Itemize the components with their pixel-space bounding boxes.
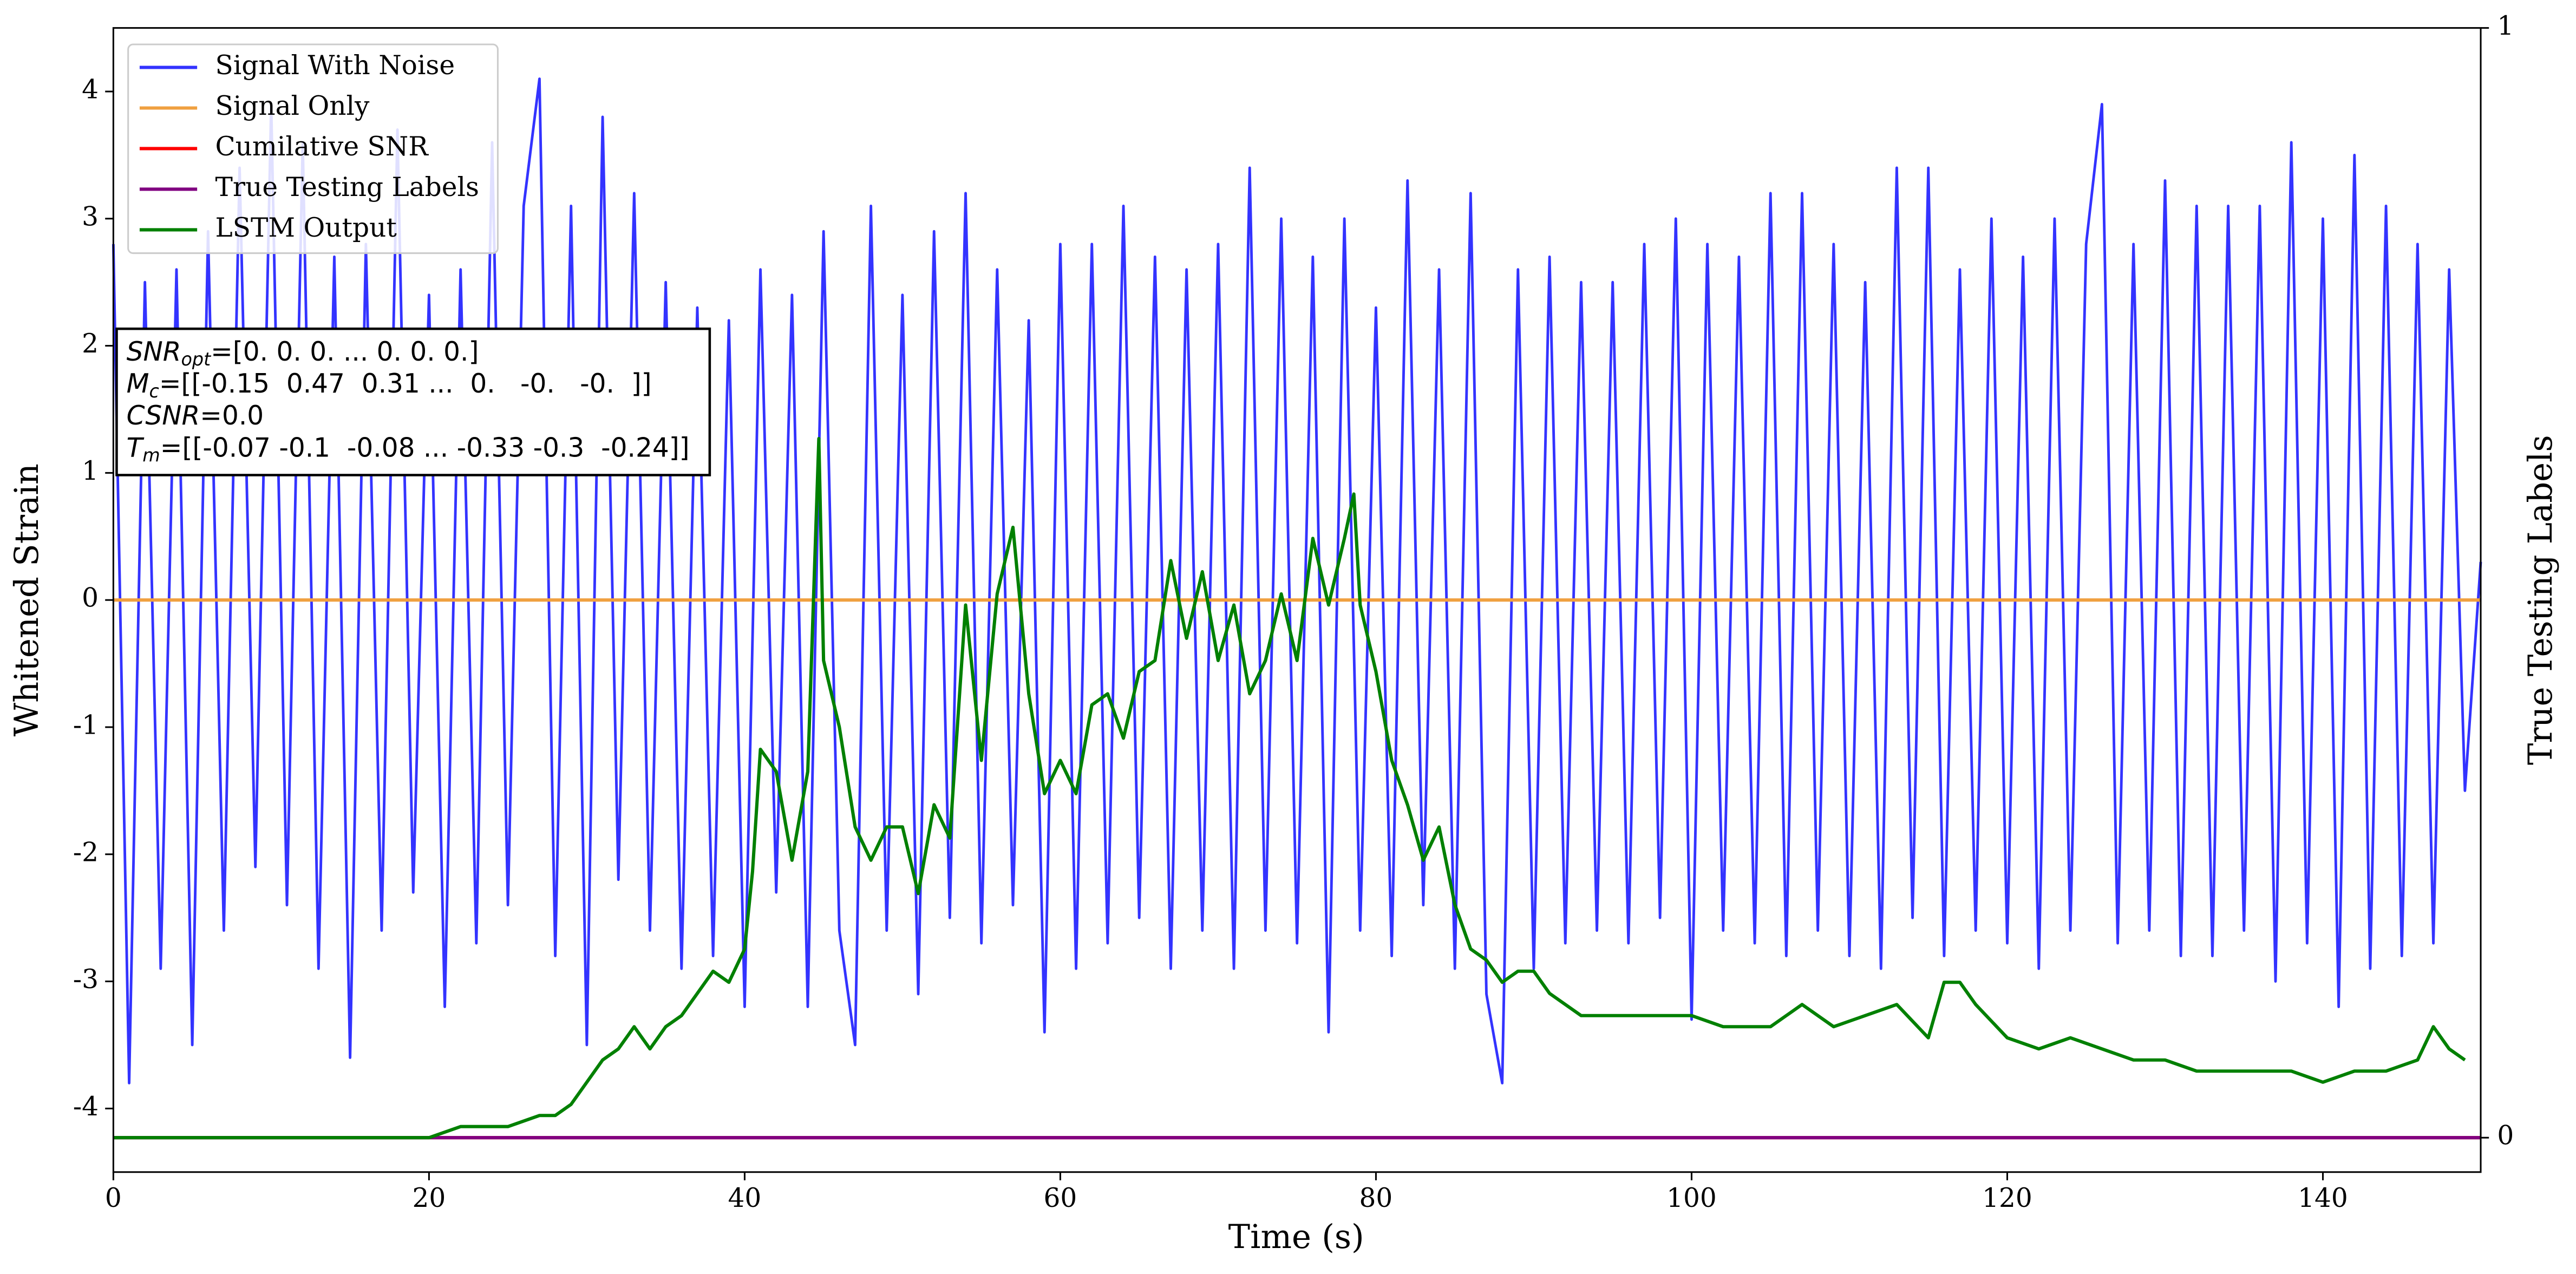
y-tick-label: -1 (73, 710, 99, 740)
annotation-subscript: c (149, 381, 159, 402)
annotation-frame (115, 327, 711, 476)
annotation-symbol: CSNR (127, 401, 200, 431)
annotation-symbol: SNR (127, 337, 181, 367)
annotation-box: SNRopt=[0. 0. 0. ... 0. 0. 0.]Mc=[[-0.15… (115, 327, 711, 476)
annotation-text: =[0. 0. 0. ... 0. 0. 0.] (211, 337, 479, 367)
plot-area (112, 77, 2482, 1140)
y-tick-label: 1 (82, 456, 99, 486)
legend-label: Signal With Noise (215, 50, 455, 81)
x-tick-label: 40 (728, 1183, 762, 1213)
legend-label: True Testing Labels (215, 172, 479, 202)
x-axis-label: Time (s) (1228, 1218, 1364, 1256)
annotation-text: =0.0 (200, 401, 264, 431)
y-axis-label: Whitened Strain (8, 463, 46, 736)
annotation-line: SNRopt=[0. 0. 0. ... 0. 0. 0.] (127, 337, 479, 370)
x-tick-label: 60 (1044, 1183, 1077, 1213)
annotation-text: =[[-0.07 -0.1 -0.08 ... -0.33 -0.3 -0.24… (160, 433, 690, 463)
legend-label: Signal Only (215, 91, 370, 121)
legend-label: Cumilative SNR (215, 132, 429, 162)
legend-frame (127, 43, 499, 254)
y-tick-label: -2 (73, 837, 99, 867)
y-tick-label: 4 (82, 75, 99, 105)
series-line (113, 436, 2466, 1140)
y2-tick-label: 1 (2497, 11, 2514, 41)
x-tick-label: 20 (413, 1183, 446, 1213)
y-tick-label: -4 (73, 1092, 99, 1122)
annotation-subscript: opt (181, 348, 212, 369)
annotation-text: =[[-0.15 0.47 0.31 ... 0. -0. -0. ]] (159, 369, 652, 399)
annotation-line: Mc=[[-0.15 0.47 0.31 ... 0. -0. -0. ]] (127, 369, 652, 402)
x-tick-label: 100 (1666, 1183, 1717, 1213)
annotation-symbol: T (127, 433, 145, 463)
y-tick-label: 2 (82, 329, 99, 359)
y2-axis-label: True Testing Labels (2522, 435, 2560, 765)
x-tick-label: 120 (1982, 1183, 2032, 1213)
x-tick-label: 0 (105, 1183, 122, 1213)
y-tick-label: 0 (82, 583, 99, 613)
annotation-line: Tm=[[-0.07 -0.1 -0.08 ... -0.33 -0.3 -0.… (127, 433, 690, 466)
annotation-subscript: m (142, 445, 160, 466)
series-line (112, 77, 2482, 1084)
annotation-symbol: M (127, 369, 149, 399)
annotation-line: CSNR=0.0 (127, 401, 264, 431)
y-tick-label: -3 (73, 964, 99, 995)
y2-tick-label: 0 (2497, 1121, 2514, 1151)
y-tick-label: 3 (82, 201, 99, 232)
legend: Signal With Noise Signal Only Cumilative S… (127, 43, 499, 254)
x-tick-label: 140 (2298, 1183, 2348, 1213)
legend-label: LSTM Output (215, 213, 397, 243)
x-tick-label: 80 (1359, 1183, 1393, 1213)
